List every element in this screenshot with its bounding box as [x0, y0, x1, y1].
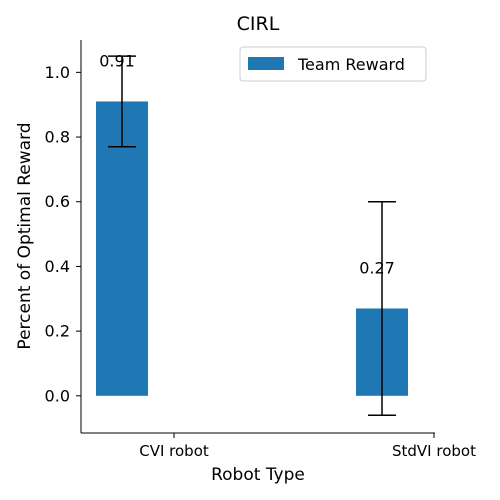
- legend: Team Reward: [239, 46, 427, 82]
- y-tick-label-2: 0.4: [45, 257, 70, 276]
- x-axis-ticks: CVI robot StdVI robot: [139, 433, 476, 460]
- x-tick-label-0: CVI robot: [139, 442, 209, 460]
- y-tick-label-5: 1.0: [45, 63, 70, 82]
- legend-swatch-team-reward: [248, 57, 284, 70]
- y-tick-label-1: 0.2: [45, 322, 70, 341]
- y-axis-title: Percent of Optimal Reward: [15, 122, 35, 349]
- y-tick-label-4: 0.8: [45, 128, 70, 147]
- legend-label-team-reward: Team Reward: [297, 55, 405, 74]
- chart-title: CIRL: [237, 13, 280, 35]
- legend-frame: [239, 46, 427, 82]
- data-label-0: 0.91: [99, 51, 135, 70]
- y-tick-label-0: 0.0: [45, 386, 70, 405]
- y-axis-ticks: 0.0 0.2 0.4 0.6 0.8 1.0: [45, 63, 81, 405]
- plot-area: 0.91 0.27: [96, 51, 408, 416]
- x-axis-title: Robot Type: [211, 465, 305, 485]
- data-label-1: 0.27: [359, 258, 395, 277]
- bar-0: [96, 101, 148, 396]
- x-tick-label-1: StdVI robot: [392, 442, 476, 460]
- y-tick-label-3: 0.6: [45, 192, 70, 211]
